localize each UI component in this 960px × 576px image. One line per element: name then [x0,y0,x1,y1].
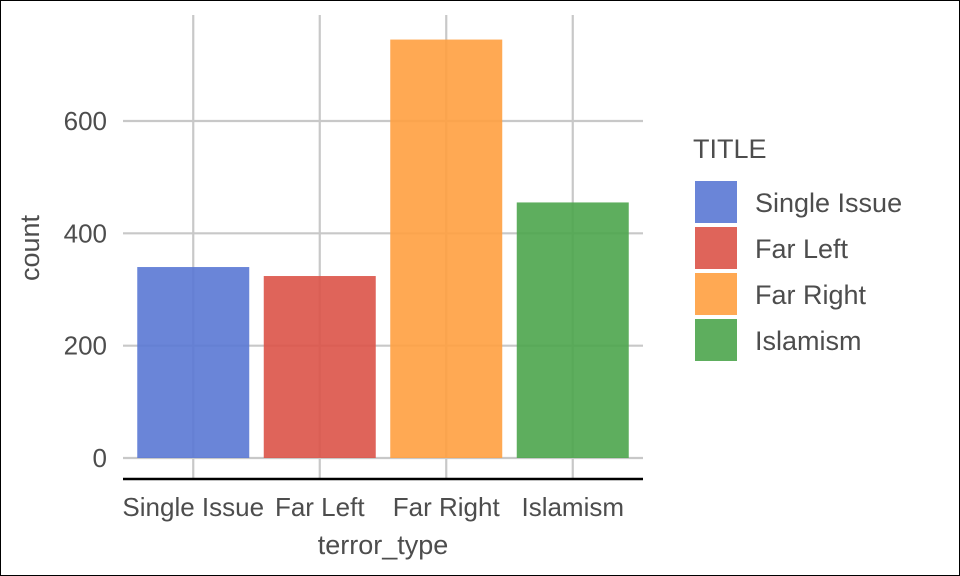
y-tick-label: 400 [64,218,107,248]
y-tick-label: 0 [93,443,107,473]
x-tick-label: Single Issue [122,492,264,522]
bar-far-left [263,276,376,458]
x-tick-label: Far Right [393,492,501,522]
y-axis-title: count [15,214,45,281]
x-tick-label: Islamism [521,492,624,522]
legend-key [695,181,737,223]
legend-label: Single Issue [755,188,902,218]
x-tick-label: Far Left [275,492,365,522]
y-tick-label: 200 [64,331,107,361]
legend-label: Far Right [755,280,867,310]
bar-far-right [390,39,503,458]
legend-label: Far Left [755,234,849,264]
legend-key [695,227,737,269]
axes: 0 200 400 600 Single Issue Far Left Far Right I… [64,106,643,522]
bars [137,39,629,458]
legend-key [695,319,737,361]
x-axis-title: terror_type [318,530,449,560]
y-tick-label: 600 [64,106,107,136]
legend-label: Islamism [755,326,862,356]
bar-islamism [516,202,629,458]
legend-key [695,273,737,315]
legend-title: TITLE [693,134,767,164]
bar-single-issue [137,267,250,458]
legend: TITLE Single Issue Far Left Far Right Islam… [693,134,902,361]
